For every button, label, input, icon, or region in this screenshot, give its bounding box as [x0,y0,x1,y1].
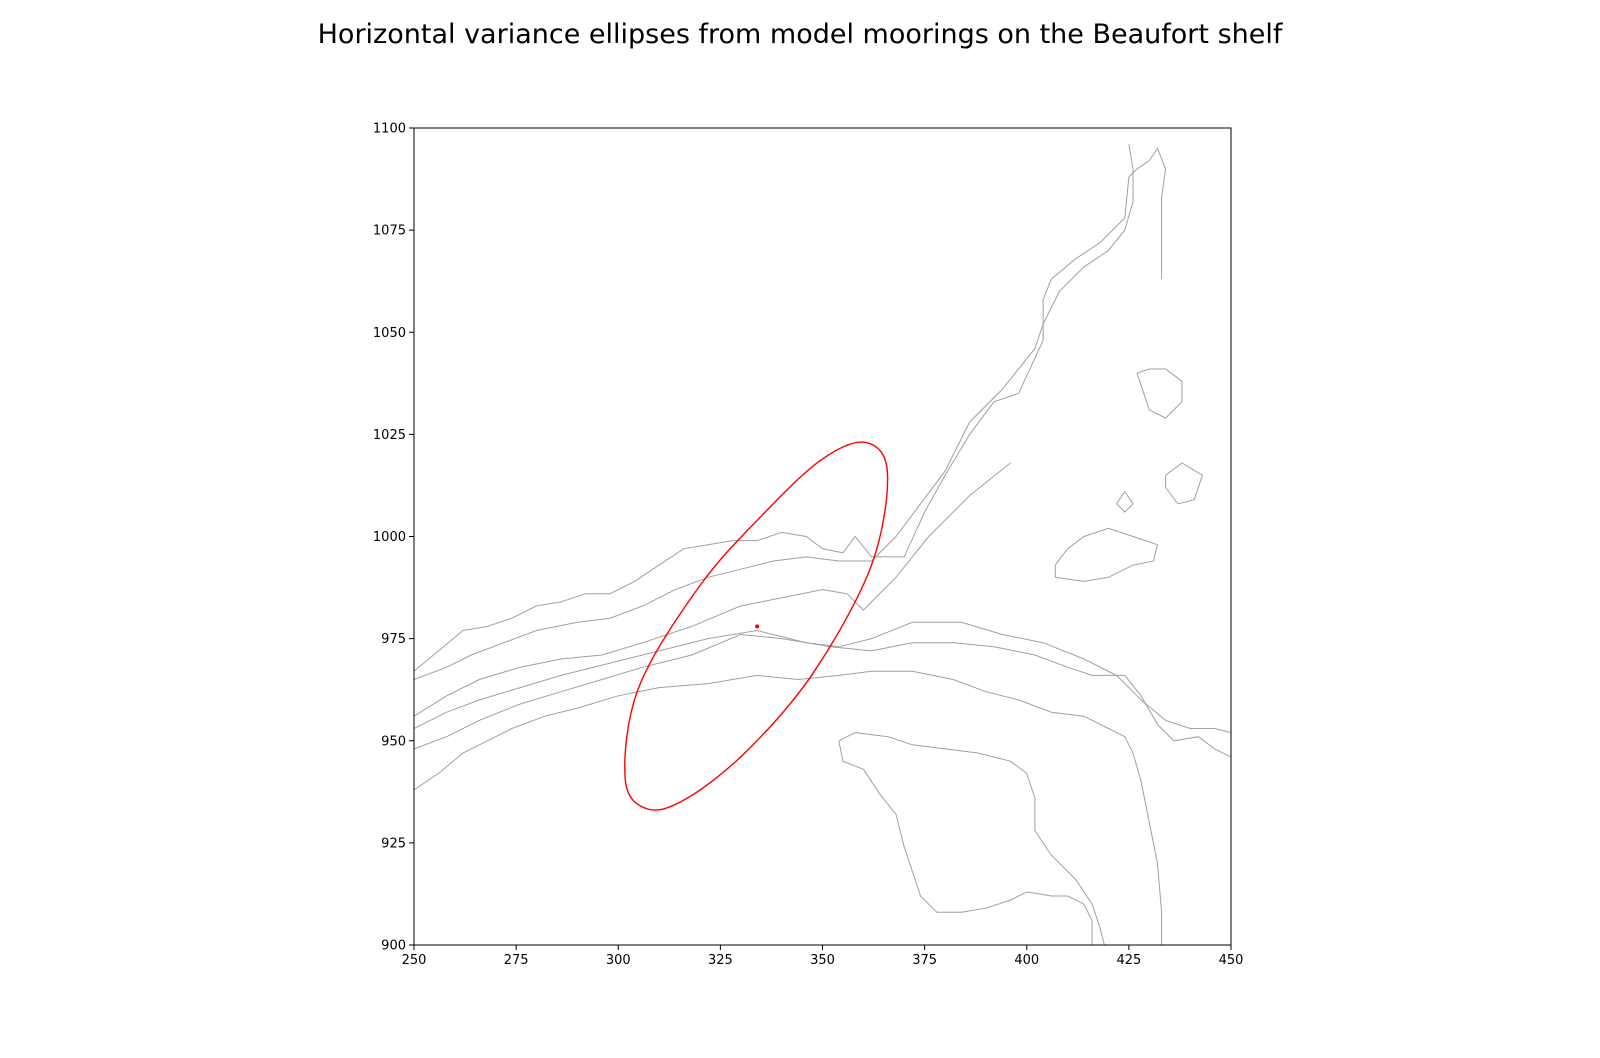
variance-ellipse [624,441,889,811]
x-tick-label: 400 [1014,953,1039,968]
y-tick-label: 1100 [373,122,406,137]
y-tick-label: 950 [381,734,406,749]
x-tick-label: 275 [504,953,529,968]
contour-line-8 [838,740,1093,945]
contour-line-10 [1136,368,1183,419]
y-tick-label: 1075 [373,224,406,239]
x-tick-label: 375 [912,953,937,968]
bathymetry-contours [414,144,1231,945]
contour-line-4 [414,621,1231,734]
x-tick-label: 325 [708,953,733,968]
x-tick-label: 300 [606,953,631,968]
contour-line-9 [1054,527,1159,582]
x-tick-label: 350 [810,953,835,968]
contour-line-1 [414,147,1167,672]
contour-line-6 [414,670,1163,945]
chart-title: Horizontal variance ellipses from model … [318,19,1284,50]
y-tick-label: 925 [381,836,406,851]
y-tick-label: 1025 [373,428,406,443]
contour-line-7 [838,732,1105,945]
y-tick-label: 975 [381,632,406,647]
x-axis: 250 275 300 325 350 375 400 425 450 [402,945,1244,968]
variance-ellipses [624,441,889,811]
plot-area: 250 275 300 325 350 375 400 425 450 900 925 950 975… [373,122,1244,969]
contour-line-3 [414,462,1011,717]
y-tick-label: 1050 [373,326,406,341]
contour-line-2 [414,144,1134,680]
contour-line-11 [1165,462,1204,505]
contour-line-5 [414,633,1231,758]
contour-line-12 [1116,490,1134,513]
y-axis: 900 925 950 975 1000 1025 1050 1075 1100 [373,122,414,954]
x-tick-label: 250 [402,953,427,968]
x-tick-label: 450 [1219,953,1244,968]
x-tick-label: 425 [1116,953,1141,968]
mooring-point [755,624,760,629]
y-tick-label: 1000 [373,530,406,545]
y-tick-label: 900 [381,939,406,954]
